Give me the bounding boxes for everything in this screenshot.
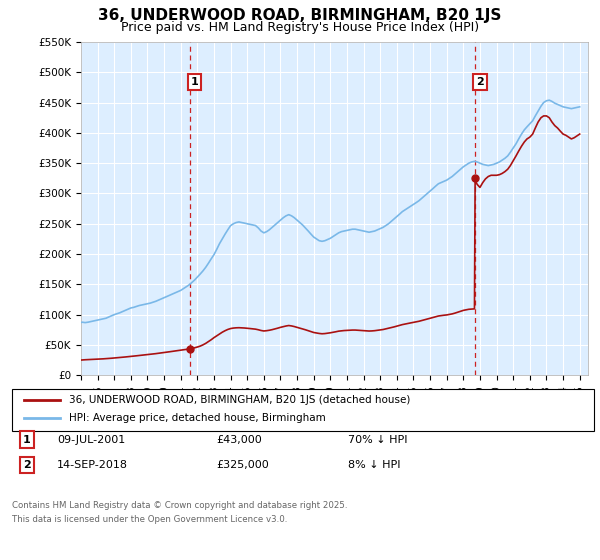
Text: 14-SEP-2018: 14-SEP-2018 — [57, 460, 128, 470]
Text: 8% ↓ HPI: 8% ↓ HPI — [348, 460, 401, 470]
Text: HPI: Average price, detached house, Birmingham: HPI: Average price, detached house, Birm… — [69, 413, 326, 423]
Text: 2: 2 — [23, 460, 31, 470]
Text: 70% ↓ HPI: 70% ↓ HPI — [348, 435, 407, 445]
Text: 1: 1 — [191, 77, 199, 87]
Text: This data is licensed under the Open Government Licence v3.0.: This data is licensed under the Open Gov… — [12, 515, 287, 524]
Text: 09-JUL-2001: 09-JUL-2001 — [57, 435, 125, 445]
Text: 36, UNDERWOOD ROAD, BIRMINGHAM, B20 1JS (detached house): 36, UNDERWOOD ROAD, BIRMINGHAM, B20 1JS … — [69, 395, 410, 405]
Text: 36, UNDERWOOD ROAD, BIRMINGHAM, B20 1JS: 36, UNDERWOOD ROAD, BIRMINGHAM, B20 1JS — [98, 8, 502, 24]
Text: £43,000: £43,000 — [216, 435, 262, 445]
Text: 1: 1 — [23, 435, 31, 445]
Text: £325,000: £325,000 — [216, 460, 269, 470]
Text: 2: 2 — [476, 77, 484, 87]
Text: Contains HM Land Registry data © Crown copyright and database right 2025.: Contains HM Land Registry data © Crown c… — [12, 501, 347, 510]
Text: Price paid vs. HM Land Registry's House Price Index (HPI): Price paid vs. HM Land Registry's House … — [121, 21, 479, 34]
